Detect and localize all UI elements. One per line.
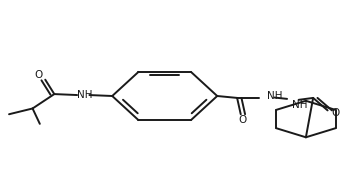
Text: O: O bbox=[332, 108, 340, 118]
Text: NH: NH bbox=[267, 91, 283, 101]
Text: NH: NH bbox=[292, 100, 308, 110]
Text: NH: NH bbox=[77, 90, 93, 100]
Text: O: O bbox=[35, 70, 43, 80]
Text: O: O bbox=[239, 115, 247, 125]
